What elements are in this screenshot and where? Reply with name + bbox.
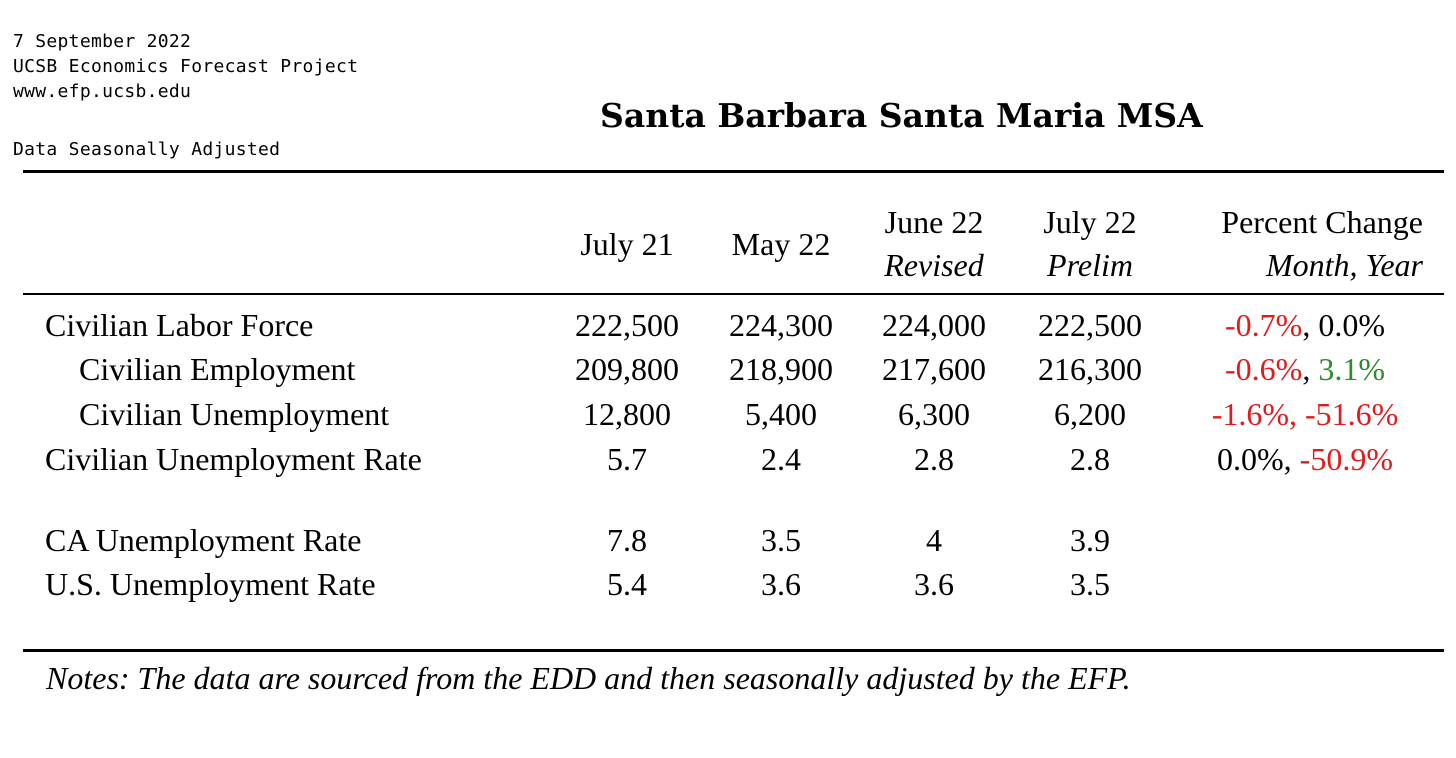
year-change-value: -51.6% xyxy=(1305,396,1399,432)
table-cell: 3.6 xyxy=(914,566,954,602)
report-date: 7 September 2022 xyxy=(13,31,192,52)
table-cell: 222,500 xyxy=(575,307,679,343)
table-cell: 209,800 xyxy=(575,351,679,387)
percent-change-cell: -1.6%, -51.6% xyxy=(1212,392,1399,436)
change-separator: , xyxy=(1302,351,1319,387)
percent-change-cell: -0.7%, 0.0% xyxy=(1225,303,1385,347)
column-header-june-22: June 22 xyxy=(884,204,984,240)
table-cell: 12,800 xyxy=(583,396,671,432)
table-cell: 2.4 xyxy=(761,441,801,477)
month-change-value: 0.0% xyxy=(1217,441,1284,477)
table-cell: 3.5 xyxy=(761,522,801,558)
table-cell: 3.5 xyxy=(1070,566,1110,602)
table-cell: 3.9 xyxy=(1070,522,1110,558)
top-rule xyxy=(23,170,1444,173)
table-cell: 6,200 xyxy=(1054,396,1126,432)
footer-notes: Notes: The data are sourced from the EDD… xyxy=(46,660,1131,696)
year-change-value: 3.1% xyxy=(1318,351,1385,387)
organization-name: UCSB Economics Forecast Project xyxy=(13,56,359,77)
table-cell: 2.8 xyxy=(914,441,954,477)
table-cell: 218,900 xyxy=(729,351,833,387)
column-subheader-prelim: Prelim xyxy=(1047,247,1133,283)
adjustment-note: Data Seasonally Adjusted xyxy=(13,139,281,160)
table-cell: 216,300 xyxy=(1038,351,1142,387)
bottom-rule xyxy=(23,649,1444,652)
change-separator: , xyxy=(1289,396,1305,432)
table-cell: 5.4 xyxy=(607,566,647,602)
month-change-value: -0.7% xyxy=(1225,307,1303,343)
table-cell: 7.8 xyxy=(607,522,647,558)
table-cell: 5,400 xyxy=(745,396,817,432)
table-cell: 3.6 xyxy=(761,566,801,602)
column-header-percent-change: Percent Change xyxy=(1221,204,1423,240)
table-cell: 6,300 xyxy=(898,396,970,432)
row-label-civilian-unemployment: Civilian Unemployment xyxy=(79,396,390,432)
year-change-value: 0.0% xyxy=(1318,307,1385,343)
table-cell: 222,500 xyxy=(1038,307,1142,343)
row-label-civilian-employment: Civilian Employment xyxy=(79,351,356,387)
month-change-value: -0.6% xyxy=(1225,351,1303,387)
table-cell: 224,300 xyxy=(729,307,833,343)
website-url: www.efp.ucsb.edu xyxy=(13,81,192,102)
year-change-value: -50.9% xyxy=(1299,441,1393,477)
row-label-civilian-unemployment-rate: Civilian Unemployment Rate xyxy=(45,441,422,477)
table-cell: 4 xyxy=(926,522,942,558)
column-header-july-22: July 22 xyxy=(1043,204,1137,240)
percent-change-cell: -0.6%, 3.1% xyxy=(1225,347,1385,391)
column-subheader-revised: Revised xyxy=(884,247,984,283)
table-cell: 2.8 xyxy=(1070,441,1110,477)
column-subheader-month-year: Month, Year xyxy=(1265,247,1423,283)
percent-change-cell: 0.0%, -50.9% xyxy=(1217,437,1393,481)
row-label-us-unemployment-rate: U.S. Unemployment Rate xyxy=(45,566,376,602)
month-change-value: -1.6% xyxy=(1211,396,1289,432)
change-separator: , xyxy=(1302,307,1319,343)
column-header-may-22: May 22 xyxy=(731,226,831,262)
row-label-ca-unemployment-rate: CA Unemployment Rate xyxy=(45,522,362,558)
change-separator: , xyxy=(1283,441,1300,477)
page-title: Santa Barbara Santa Maria MSA xyxy=(600,96,1203,135)
column-header-july-21: July 21 xyxy=(580,226,674,262)
table-cell: 5.7 xyxy=(607,441,647,477)
row-label-civilian-labor-force: Civilian Labor Force xyxy=(45,307,314,343)
table-cell: 224,000 xyxy=(882,307,986,343)
table-cell: 217,600 xyxy=(882,351,986,387)
header-rule xyxy=(23,293,1444,295)
